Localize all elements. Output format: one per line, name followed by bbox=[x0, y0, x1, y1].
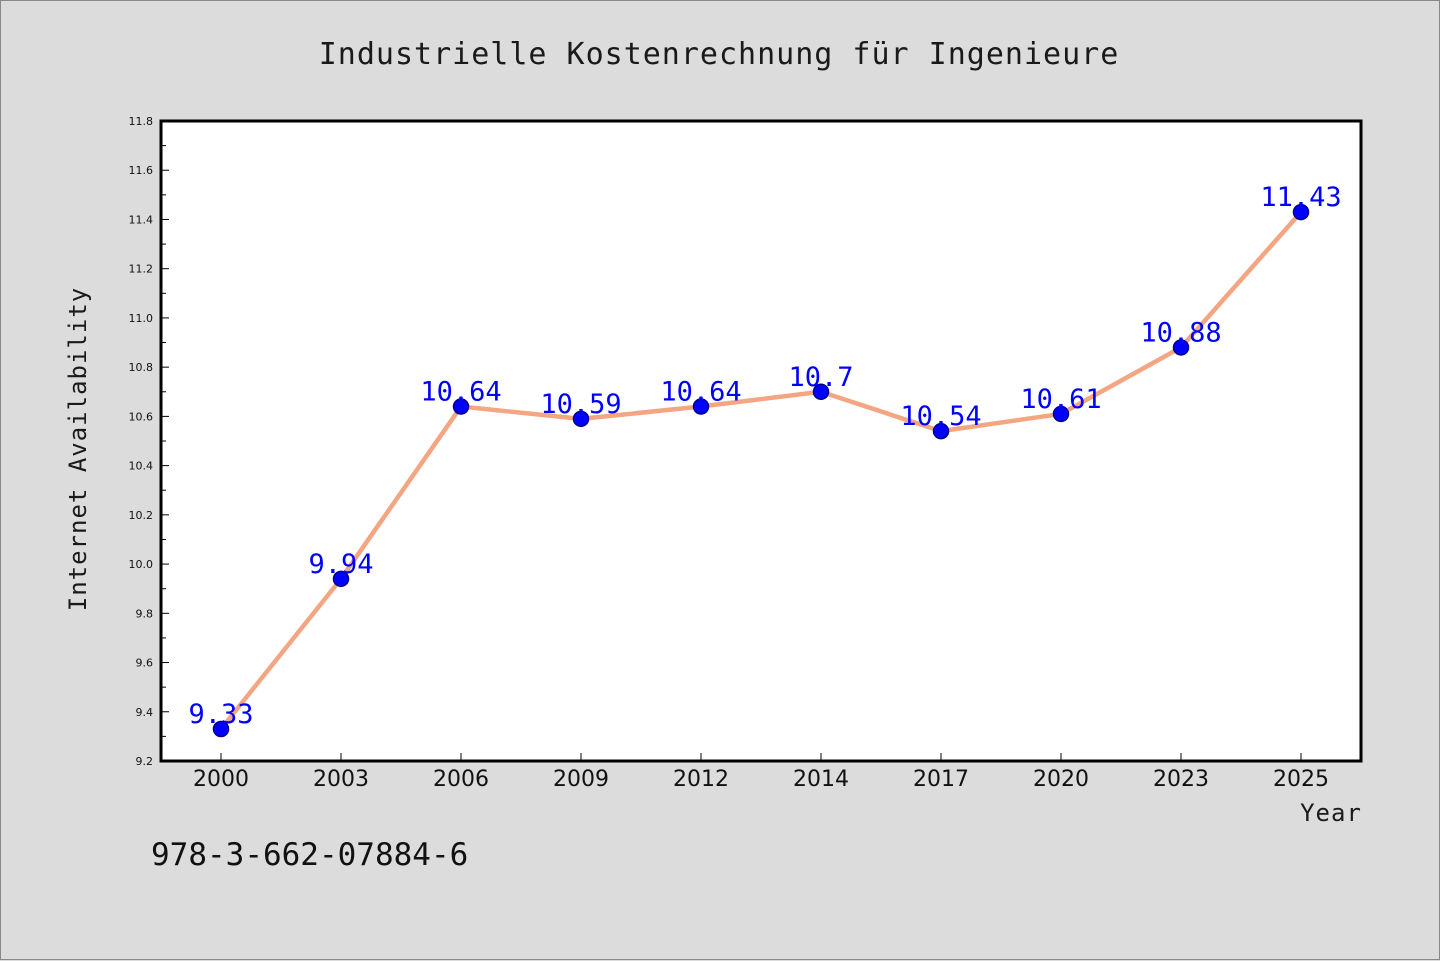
y-tick-label: 10.6 bbox=[129, 410, 154, 423]
data-point-marker bbox=[932, 422, 950, 440]
y-tick-label: 11.8 bbox=[129, 115, 154, 128]
x-tick-label: 2012 bbox=[673, 767, 729, 792]
x-tick-label: 2003 bbox=[313, 767, 369, 792]
chart-title: Industrielle Kostenrechnung für Ingenieu… bbox=[319, 37, 1120, 72]
x-tick-label: 2009 bbox=[553, 767, 609, 792]
x-tick-label: 2017 bbox=[913, 767, 969, 792]
series-line-group bbox=[218, 209, 1304, 732]
data-label: 10.7 bbox=[788, 362, 853, 393]
y-tick-label: 9.4 bbox=[136, 706, 154, 719]
data-label: 9.94 bbox=[308, 549, 373, 580]
data-point-marker bbox=[1052, 405, 1070, 423]
y-tick-label: 9.2 bbox=[136, 755, 154, 768]
x-tick-label: 2000 bbox=[193, 767, 249, 792]
plot-border bbox=[159, 119, 1363, 763]
y-tick-label: 10.8 bbox=[129, 361, 154, 374]
plot-area bbox=[161, 121, 1361, 761]
y-tick-label: 11.6 bbox=[129, 164, 154, 177]
data-point-marker bbox=[212, 720, 230, 738]
data-point-marker bbox=[1172, 339, 1190, 356]
data-point-marker bbox=[452, 398, 470, 415]
y-tick-label: 11.0 bbox=[129, 312, 154, 325]
x-tick-label: 2023 bbox=[1153, 767, 1209, 792]
y-tick-label: 9.6 bbox=[136, 657, 154, 670]
data-label: 9.33 bbox=[188, 699, 253, 730]
data-label: 10.64 bbox=[420, 377, 501, 408]
y-tick-label: 10.4 bbox=[129, 460, 154, 473]
data-label: 10.54 bbox=[900, 401, 981, 432]
data-point-marker bbox=[332, 570, 350, 588]
data-points bbox=[212, 203, 1310, 738]
x-tick-label: 2020 bbox=[1033, 767, 1089, 792]
x-tick-label: 2006 bbox=[433, 767, 489, 792]
data-point-marker bbox=[692, 398, 710, 415]
y-tick-label: 11.2 bbox=[129, 263, 154, 276]
data-point-marker bbox=[812, 383, 830, 401]
data-label: 10.64 bbox=[660, 377, 741, 408]
data-label: 10.61 bbox=[1020, 384, 1101, 415]
x-axis: 2000 2003 2006 2009 2012 2014 2017 2020 2023 2025 bbox=[193, 753, 1329, 792]
y-tick-label: 10.0 bbox=[129, 558, 154, 571]
y-tick-label: 10.2 bbox=[129, 509, 154, 522]
data-point-marker bbox=[1292, 203, 1310, 221]
series-line bbox=[218, 209, 1304, 732]
data-label: 10.59 bbox=[540, 389, 621, 420]
data-label: 10.88 bbox=[1140, 317, 1221, 348]
x-tick-label: 2014 bbox=[793, 767, 849, 792]
data-label: 11.43 bbox=[1260, 182, 1341, 213]
data-labels: 9.33 9.94 10.64 10.59 10.64 10.7 10.54 10.61 10.… bbox=[188, 182, 1341, 730]
y-axis: 9.2 9.4 9.6 9.8 10.0 10.2 10.4 10.6 10.8 11.0 11.2… bbox=[129, 115, 169, 768]
x-tick-label: 2025 bbox=[1273, 767, 1329, 792]
y-tick-label: 11.4 bbox=[129, 213, 154, 226]
isbn-text: 978-3-662-07884-6 bbox=[151, 837, 468, 873]
y-axis-label: Internet Availability bbox=[64, 287, 92, 611]
x-axis-label: Year bbox=[1300, 799, 1362, 827]
y-tick-label: 9.8 bbox=[136, 607, 154, 620]
data-point-marker bbox=[572, 410, 590, 428]
